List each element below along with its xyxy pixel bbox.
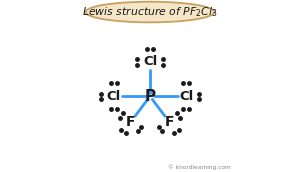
- Text: F: F: [165, 115, 174, 129]
- Text: Cl: Cl: [179, 90, 193, 103]
- Text: P: P: [144, 89, 156, 104]
- Ellipse shape: [85, 2, 214, 22]
- Text: © knordlearning.com: © knordlearning.com: [168, 165, 231, 170]
- Text: F: F: [126, 115, 135, 129]
- Text: $\it{Lewis\ structure\ of\ PF_2Cl_3}$: $\it{Lewis\ structure\ of\ PF_2Cl_3}$: [82, 5, 218, 19]
- Text: Cl: Cl: [107, 90, 121, 103]
- Text: Cl: Cl: [143, 55, 157, 68]
